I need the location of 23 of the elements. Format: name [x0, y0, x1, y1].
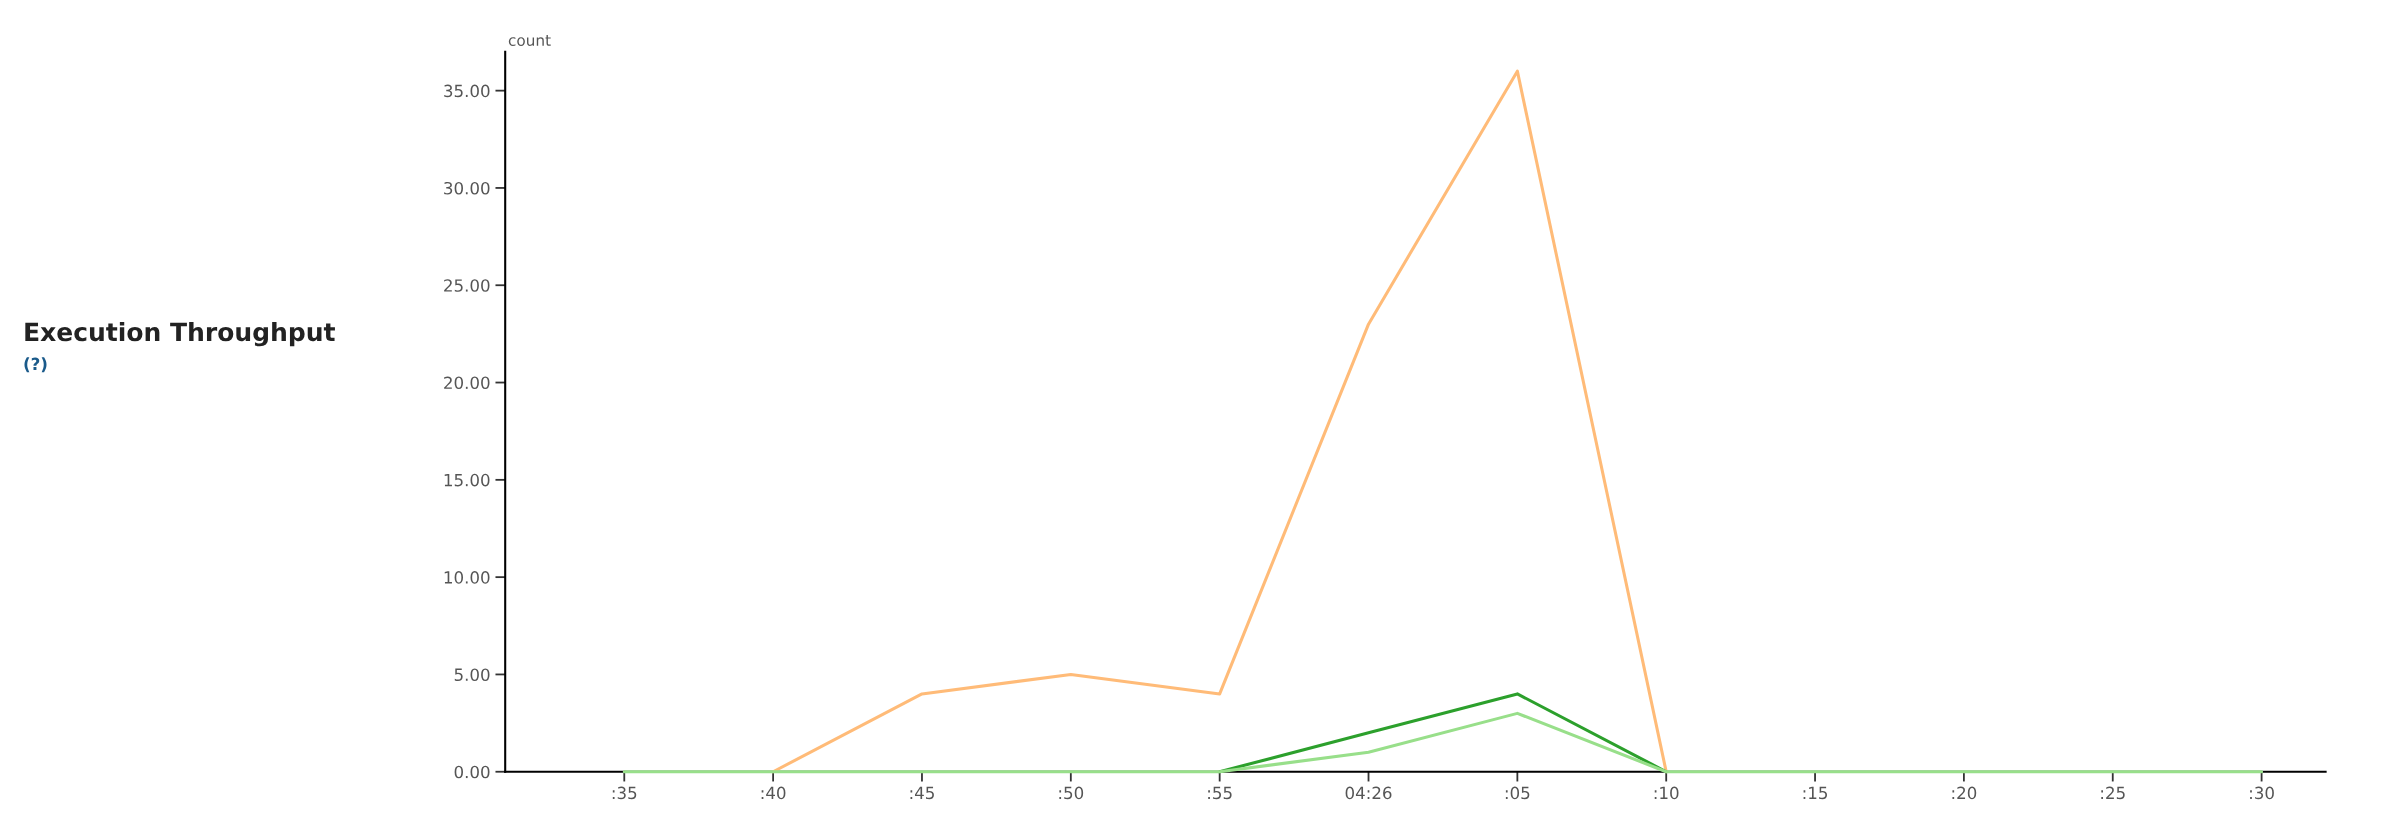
x-tick-label: :30 [2250, 786, 2274, 800]
x-tick-label: :50 [1059, 786, 1084, 800]
text: Execution Throughput [25, 321, 335, 347]
y-tick-label: 10.00 [444, 571, 490, 584]
x-tick-label: 04:26 [1345, 786, 1392, 800]
y-tick-label: 30.00 [444, 181, 490, 195]
y-tick-label: 20.00 [444, 376, 490, 390]
y-axis-title: count [508, 35, 551, 46]
x-tick-label: :25 [2101, 786, 2125, 800]
x-tick-label: :35 [612, 786, 637, 800]
x-tick-label: :15 [1803, 786, 1828, 800]
x-tick-label: :55 [1208, 786, 1232, 800]
x-tick-label: :40 [761, 786, 786, 800]
x-tick-label: :05 [1505, 786, 1530, 800]
y-tick-label: 0.00 [454, 765, 490, 779]
y-tick-label: 35.00 [444, 84, 490, 98]
y-tick-label: 15.00 [444, 473, 490, 487]
y-tick-label: 5.00 [454, 668, 490, 682]
text: (?) [24, 357, 47, 373]
x-tick-label: :20 [1952, 786, 1977, 800]
x-tick-label: :45 [910, 786, 934, 800]
x-tick-label: :10 [1654, 786, 1679, 800]
y-tick-label: 25.00 [444, 279, 490, 292]
